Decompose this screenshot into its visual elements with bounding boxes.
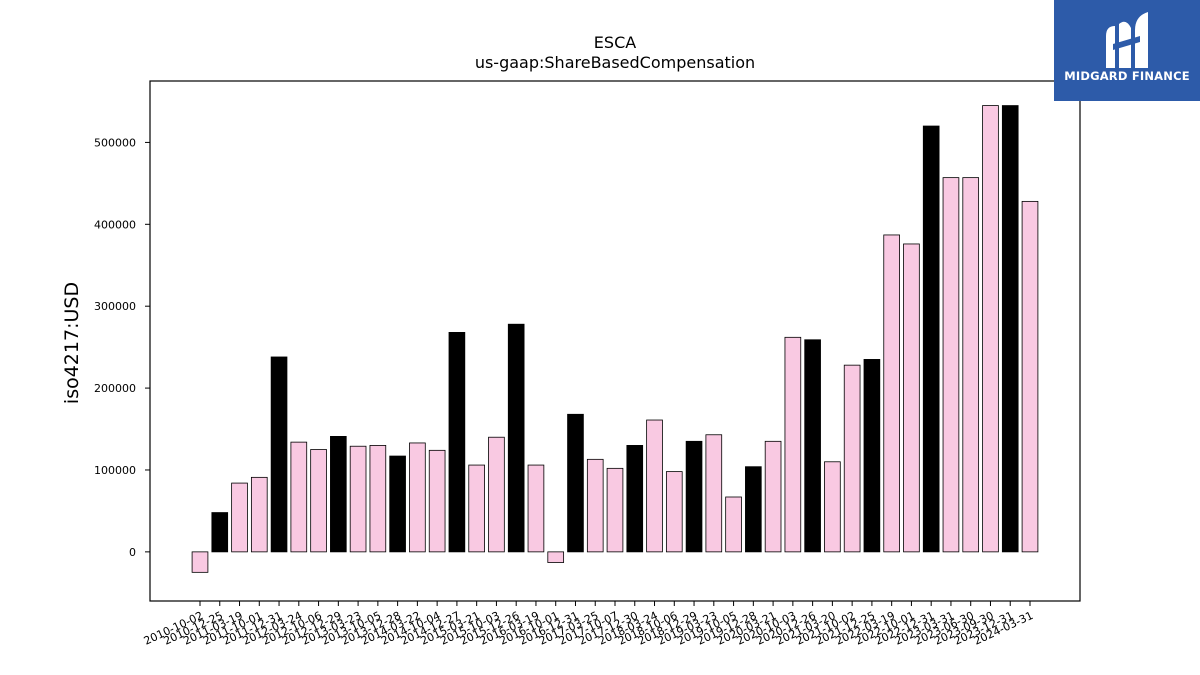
bar-2023-03-31 (942, 177, 960, 553)
bar-2015-12-26 (507, 323, 525, 553)
bar-2020-12-26 (804, 339, 821, 553)
chart-subtitle: us-gaap:ShareBasedCompensation (475, 53, 755, 72)
y-tick-label: 200000 (94, 382, 136, 395)
y-tick-label: 300000 (94, 300, 136, 313)
y-tick-label: 0 (129, 546, 136, 559)
midgard-finance-logo: MIDGARD FINANCE (1054, 0, 1200, 101)
bar-2011-12-31 (270, 356, 288, 553)
bar-2019-10-05 (725, 496, 742, 553)
y-axis-ticks: 0 100000 200000 300000 400000 500000 (94, 136, 150, 559)
bar-2016-12-31 (567, 413, 584, 553)
x-axis-ticks: 2010-10-022010-12-252011-03-192011-10-01… (142, 601, 1035, 648)
bar-2015-03-21 (468, 464, 485, 553)
logo-text: MIDGARD FINANCE (1064, 69, 1190, 83)
y-axis-label: iso4217:USD (61, 282, 83, 404)
bar-2017-03-25 (586, 458, 604, 553)
chart-title: ESCA (594, 33, 636, 52)
bar-2021-12-25 (863, 359, 881, 553)
bar-2014-03-22 (409, 442, 426, 553)
y-tick-label: 100000 (94, 464, 136, 477)
bar-2014-12-27 (448, 332, 466, 553)
y-tick-label: 500000 (94, 136, 136, 149)
bar-2023-12-31 (1001, 105, 1019, 553)
bar-2020-10-03 (784, 336, 802, 553)
bar-2015-10-03 (488, 436, 505, 553)
bar-2017-10-07 (606, 467, 624, 553)
bar-2012-12-29 (330, 436, 347, 553)
y-tick-label: 400000 (94, 218, 136, 231)
bar-2016-10-01 (547, 551, 565, 563)
bar-2022-03-19 (883, 234, 900, 553)
bars-layer (191, 105, 1039, 573)
bar-2022-12-31 (922, 125, 940, 553)
bar-2023-06-30 (962, 177, 980, 553)
bar-2017-12-30 (626, 445, 644, 553)
bar-2021-10-02 (843, 364, 861, 553)
bar-2010-10-02 (191, 551, 209, 573)
midgard-m-icon (1106, 12, 1148, 68)
bar-2018-12-29 (685, 440, 703, 553)
bar-2016-03-19 (527, 464, 545, 553)
bar-2011-03-19 (231, 482, 248, 553)
bar-2019-03-23 (705, 434, 723, 553)
bar-2013-12-28 (389, 455, 406, 553)
bar-2012-10-06 (310, 449, 327, 553)
bar-2013-10-05 (369, 445, 387, 553)
bar-2023-09-30 (982, 105, 999, 553)
bar-2013-03-23 (349, 445, 367, 553)
bar-2019-12-28 (745, 466, 762, 553)
bar-2024-03-31 (1021, 200, 1039, 553)
bar-2014-10-04 (428, 449, 446, 553)
bar-2010-12-25 (211, 512, 229, 553)
bar-2018-03-24 (646, 419, 663, 553)
bar-2018-10-06 (665, 471, 683, 553)
bar-2012-03-24 (290, 441, 308, 553)
bar-2011-10-01 (250, 476, 268, 553)
bar-2021-03-20 (824, 461, 841, 553)
bar-2022-10-01 (903, 243, 920, 553)
bar-2020-03-21 (764, 440, 782, 553)
